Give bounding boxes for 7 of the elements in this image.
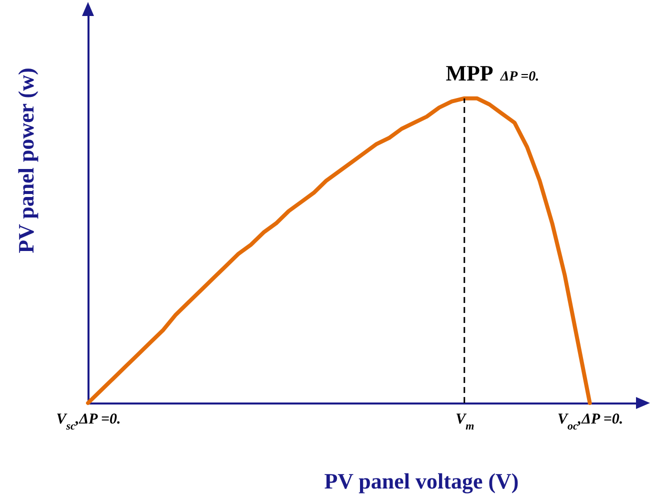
x-tick-label: V$_{sc}$,ΔP =0. [56, 412, 121, 432]
x-tick-label: V$_{m}$ [456, 412, 475, 432]
annotation: ΔP =0. [499, 69, 540, 84]
x-axis-title: PV panel voltage (V) [324, 468, 519, 494]
y-axis-title: PV panel power (w) [14, 68, 38, 254]
x-tick-label: V$_{oc}$,ΔP =0. [557, 412, 624, 432]
annotation: MPP [446, 60, 494, 86]
